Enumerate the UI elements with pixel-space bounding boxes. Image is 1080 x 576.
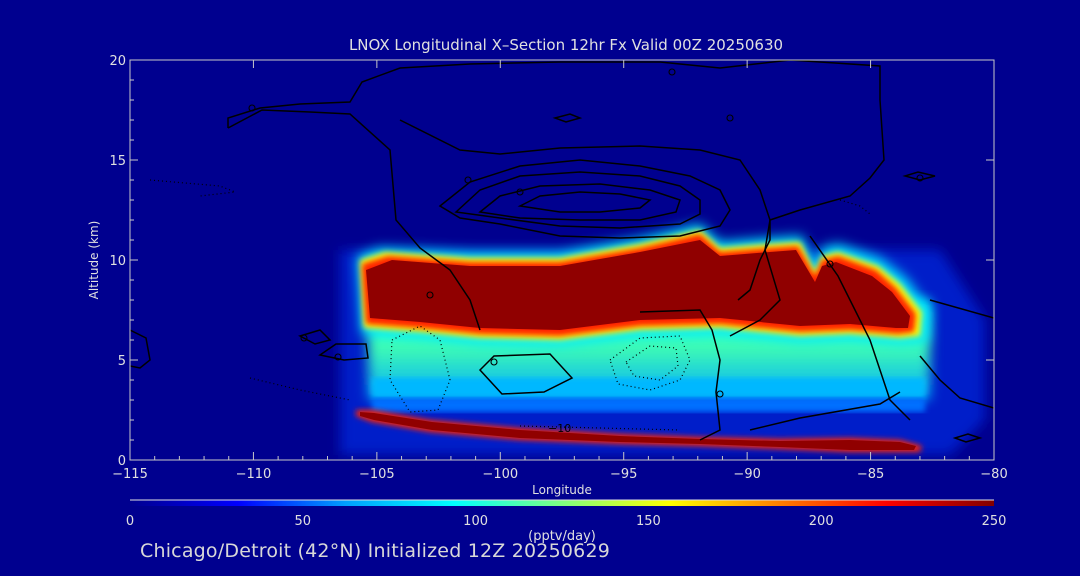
colorbar-tick-label: 250 <box>982 514 1007 529</box>
colorbar-tick-label: 100 <box>463 514 488 529</box>
contour-label-mark <box>916 174 924 182</box>
contour-label-mark <box>516 188 524 196</box>
contour-label-mark <box>300 334 308 342</box>
contour-outer <box>227 60 885 337</box>
colorbar-tick-label: 50 <box>295 514 312 529</box>
colorbar-tick-label: 200 <box>809 514 834 529</box>
contour-label-mark <box>248 104 256 112</box>
colorbar-ramp <box>130 500 994 506</box>
footer-caption: Chicago/Detroit (42°N) Initialized 12Z 2… <box>140 540 611 562</box>
contour-label-mark <box>726 114 734 122</box>
negative-contours <box>149 179 871 431</box>
colorbar-tick-label: 0 <box>126 514 134 529</box>
colorbar-ticks: 0 50 100 150 200 250 <box>126 499 1007 529</box>
field-fill <box>130 60 994 460</box>
contour-mid <box>478 353 574 395</box>
x-tick-label: −110 <box>236 467 272 482</box>
x-tick-label: −80 <box>980 467 1007 482</box>
y-axis: 0 5 10 15 20 <box>109 54 994 469</box>
x-tick-label: −100 <box>482 467 518 482</box>
contour-lines <box>130 60 994 443</box>
x-tick-label: −115 <box>112 467 148 482</box>
contour-label-mark <box>668 68 676 76</box>
contour-label-neg10: −10 <box>548 422 571 435</box>
x-tick-label: −85 <box>857 467 884 482</box>
colorbar-label: (pptv/day) <box>528 529 596 544</box>
y-tick-label: 10 <box>109 254 126 269</box>
chart-title: LNOX Longitudinal X–Section 12hr Fx Vali… <box>349 36 783 54</box>
x-axis-label: Longitude <box>532 483 592 497</box>
y-tick-label: 5 <box>118 354 126 369</box>
contour-label-mark <box>464 176 472 184</box>
y-axis-label: Altitude (km) <box>87 221 101 300</box>
x-tick-label: −95 <box>610 467 637 482</box>
y-tick-label: 0 <box>118 454 126 469</box>
x-axis: −115 −110 −105 −100 −95 −90 −85 −80 <box>112 60 1008 482</box>
x-tick-label: −105 <box>359 467 395 482</box>
contour-label-mark <box>716 390 724 398</box>
contour-label-mark <box>426 291 434 299</box>
y-tick-label: 15 <box>109 154 126 169</box>
contour-label-mark <box>334 353 342 361</box>
contour-label-marks <box>248 68 924 398</box>
y-tick-label: 20 <box>109 54 126 69</box>
colorbar: 0 50 100 150 200 250 (pptv/day) <box>126 499 1007 544</box>
x-tick-label: −90 <box>733 467 760 482</box>
contour-label-mark <box>490 358 498 366</box>
colorbar-tick-label: 150 <box>636 514 661 529</box>
contour-label-mark <box>826 260 834 268</box>
